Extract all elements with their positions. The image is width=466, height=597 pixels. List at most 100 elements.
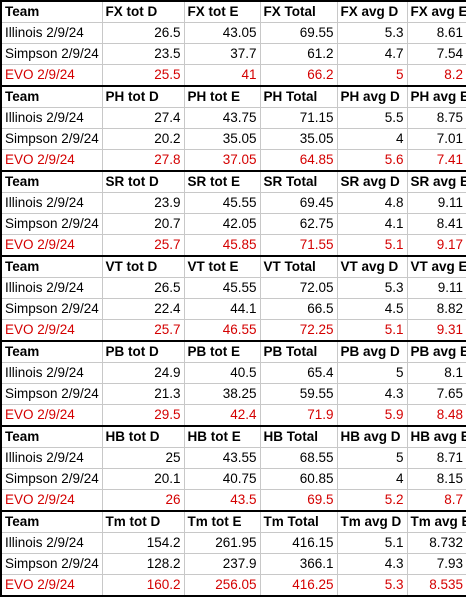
score-cell: 41 — [183, 64, 261, 87]
score-cell: 37.05 — [183, 149, 261, 172]
team-name-cell: Illinois 2/9/24 — [0, 192, 103, 214]
score-cell: 25 — [101, 447, 185, 469]
table-row: Illinois 2/9/24 24.9 40.5 65.4 5 8.1 — [0, 362, 466, 384]
score-cell: 8.75 — [406, 107, 466, 129]
stat-column-header: PH tot D — [101, 85, 185, 108]
score-cell: 9.31 — [406, 319, 466, 342]
score-cell: 160.2 — [101, 574, 185, 597]
table-row: EVO 2/9/24 27.8 37.05 64.85 5.6 7.41 — [0, 149, 466, 172]
score-cell: 7.54 — [406, 43, 466, 65]
table-row: Simpson 2/9/24 23.5 37.7 61.2 4.7 7.54 — [0, 43, 466, 65]
score-cell: 416.15 — [259, 532, 338, 554]
score-cell: 8.1 — [406, 362, 466, 384]
table-row: Illinois 2/9/24 25 43.55 68.55 5 8.71 — [0, 447, 466, 469]
score-cell: 5.3 — [336, 574, 408, 597]
score-cell: 59.55 — [259, 383, 338, 405]
score-cell: 9.11 — [406, 192, 466, 214]
team-name-cell: EVO 2/9/24 — [0, 319, 103, 342]
score-cell: 20.1 — [101, 468, 185, 490]
stat-column-header: VT avg D — [336, 255, 408, 278]
table-row: Illinois 2/9/24 23.9 45.55 69.45 4.8 9.11 — [0, 192, 466, 214]
table-row: Simpson 2/9/24 20.7 42.05 62.75 4.1 8.41 — [0, 213, 466, 235]
score-cell: 256.05 — [183, 574, 261, 597]
score-cell: 4.3 — [336, 553, 408, 575]
table-row: Illinois 2/9/24 26.5 43.05 69.55 5.3 8.61 — [0, 22, 466, 44]
stat-column-header: SR tot E — [183, 170, 261, 193]
stat-column-header: PB avg E — [406, 340, 466, 363]
team-name-cell: Simpson 2/9/24 — [0, 43, 103, 65]
team-name-cell: EVO 2/9/24 — [0, 64, 103, 87]
score-cell: 62.75 — [259, 213, 338, 235]
table-row: Simpson 2/9/24 22.4 44.1 66.5 4.5 8.82 — [0, 298, 466, 320]
score-cell: 43.55 — [183, 447, 261, 469]
score-cell: 4.3 — [336, 383, 408, 405]
score-cell: 42.4 — [183, 404, 261, 427]
stat-column-header: HB tot D — [101, 425, 185, 448]
table-row: Simpson 2/9/24 128.2 237.9 366.1 4.3 7.93 — [0, 553, 466, 575]
score-cell: 5.1 — [336, 234, 408, 257]
score-cell: 66.2 — [259, 64, 338, 87]
score-cell: 154.2 — [101, 532, 185, 554]
stat-column-header: PB avg D — [336, 340, 408, 363]
team-name-cell: Simpson 2/9/24 — [0, 298, 103, 320]
team-name-cell: Illinois 2/9/24 — [0, 362, 103, 384]
score-cell: 71.55 — [259, 234, 338, 257]
score-cell: 4 — [336, 468, 408, 490]
stat-column-header: PB Total — [259, 340, 338, 363]
stat-column-header: SR avg D — [336, 170, 408, 193]
score-cell: 5 — [336, 362, 408, 384]
table-row: EVO 2/9/24 25.5 41 66.2 5 8.2 — [0, 64, 466, 87]
table-row: Illinois 2/9/24 27.4 43.75 71.15 5.5 8.75 — [0, 107, 466, 129]
score-cell: 7.65 — [406, 383, 466, 405]
score-cell: 20.7 — [101, 213, 185, 235]
section-header-row: Team VT tot D VT tot E VT Total VT avg D VT a… — [0, 255, 466, 278]
score-cell: 20.2 — [101, 128, 185, 150]
score-cell: 25.7 — [101, 319, 185, 342]
score-cell: 4 — [336, 128, 408, 150]
stat-column-header: PH avg E — [406, 85, 466, 108]
score-cell: 45.85 — [183, 234, 261, 257]
score-cell: 8.15 — [406, 468, 466, 490]
score-cell: 71.9 — [259, 404, 338, 427]
score-cell: 64.85 — [259, 149, 338, 172]
score-cell: 4.8 — [336, 192, 408, 214]
stat-column-header: FX tot E — [183, 0, 261, 23]
score-cell: 8.535 — [406, 574, 466, 597]
score-cell: 8.82 — [406, 298, 466, 320]
section-header-row: Team PH tot D PH tot E PH Total PH avg D PH a… — [0, 85, 466, 108]
score-cell: 5.3 — [336, 22, 408, 44]
team-name-cell: Illinois 2/9/24 — [0, 22, 103, 44]
score-cell: 26.5 — [101, 22, 185, 44]
section-header-row: Team FX tot D FX tot E FX Total FX avg D FX a… — [0, 0, 466, 23]
stat-column-header: PB tot E — [183, 340, 261, 363]
stat-column-header: PB tot D — [101, 340, 185, 363]
table-row: EVO 2/9/24 160.2 256.05 416.25 5.3 8.535 — [0, 574, 466, 597]
stat-column-header: FX tot D — [101, 0, 185, 23]
score-cell: 44.1 — [183, 298, 261, 320]
score-cell: 25.5 — [101, 64, 185, 87]
team-name-cell: Illinois 2/9/24 — [0, 107, 103, 129]
score-cell: 23.9 — [101, 192, 185, 214]
score-cell: 46.55 — [183, 319, 261, 342]
section-header-row: Team PB tot D PB tot E PB Total PB avg D PB a… — [0, 340, 466, 363]
score-cell: 27.8 — [101, 149, 185, 172]
team-name-cell: Illinois 2/9/24 — [0, 447, 103, 469]
score-cell: 72.05 — [259, 277, 338, 299]
score-cell: 5.3 — [336, 277, 408, 299]
team-name-cell: Illinois 2/9/24 — [0, 532, 103, 554]
table-row: EVO 2/9/24 25.7 45.85 71.55 5.1 9.17 — [0, 234, 466, 257]
team-column-header: Team — [0, 85, 103, 108]
score-cell: 35.05 — [259, 128, 338, 150]
table-row: Simpson 2/9/24 20.1 40.75 60.85 4 8.15 — [0, 468, 466, 490]
stat-column-header: HB tot E — [183, 425, 261, 448]
stat-column-header: VT Total — [259, 255, 338, 278]
score-cell: 5 — [336, 447, 408, 469]
score-cell: 60.85 — [259, 468, 338, 490]
score-cell: 8.2 — [406, 64, 466, 87]
score-cell: 5.5 — [336, 107, 408, 129]
score-cell: 65.4 — [259, 362, 338, 384]
score-cell: 29.5 — [101, 404, 185, 427]
stat-column-header: FX avg D — [336, 0, 408, 23]
team-column-header: Team — [0, 0, 103, 23]
